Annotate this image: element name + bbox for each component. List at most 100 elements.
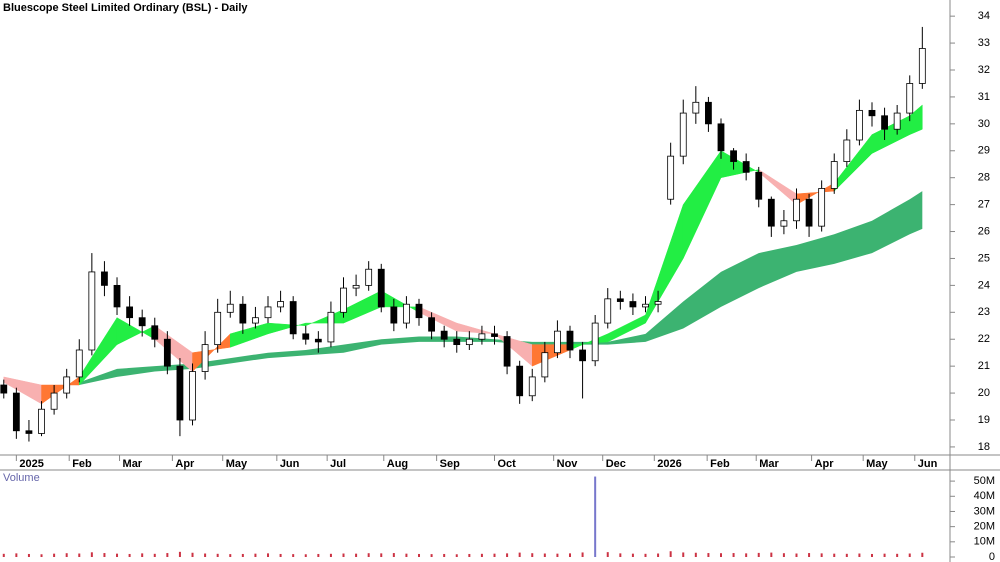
volume-bar <box>644 553 647 557</box>
candle-body <box>75 349 83 378</box>
candle-body <box>554 330 561 354</box>
volume-bar <box>342 553 345 557</box>
candle-body <box>692 101 700 114</box>
x-tick-label: Apr <box>815 458 835 470</box>
candle-body <box>440 330 448 340</box>
candle-body <box>667 155 675 200</box>
candle-body <box>868 109 876 117</box>
y-tick-label: 19 <box>978 414 990 426</box>
y-tick-label: 28 <box>978 172 990 184</box>
volume-bar <box>116 553 119 557</box>
volume-bar <box>90 552 93 557</box>
candle-body <box>289 301 297 335</box>
y-tick-label: 18 <box>978 441 990 453</box>
x-tick-label: Feb <box>710 458 730 470</box>
candle-body <box>742 161 750 173</box>
candle-body <box>465 338 473 346</box>
volume-bar <box>27 553 30 557</box>
x-tick-label: May <box>866 458 888 470</box>
candle-body <box>239 303 247 324</box>
candle-body <box>101 271 108 286</box>
candle-body <box>63 376 71 394</box>
chart-title: Bluescope Steel Limited Ordinary (BSL) -… <box>3 2 248 14</box>
candle-body <box>25 430 33 434</box>
y-tick-label: 32 <box>978 64 990 76</box>
candle-body <box>616 298 624 302</box>
volume-title: Volume <box>3 472 40 484</box>
y-tick-label: 31 <box>978 91 990 103</box>
candle-body <box>654 301 662 305</box>
candle-body <box>302 333 310 340</box>
volume-bar <box>430 554 433 557</box>
candle-body <box>327 311 335 343</box>
volume-bar <box>2 553 5 557</box>
volume-bar <box>845 553 848 557</box>
volume-bar <box>543 553 546 557</box>
candle-body <box>793 198 800 222</box>
y-tick-label: 21 <box>978 360 990 372</box>
volume-bar <box>594 476 597 557</box>
volume-bar <box>367 553 370 557</box>
volume-bar <box>795 553 798 557</box>
y-tick-label: 30 <box>978 118 990 130</box>
y-tick-label: 29 <box>978 145 990 157</box>
x-tick-label: Aug <box>387 458 408 470</box>
candle-body <box>340 287 347 313</box>
volume-bar <box>15 553 18 557</box>
candle-body <box>767 198 775 227</box>
candle-body <box>12 392 20 432</box>
volume-bar <box>53 553 56 557</box>
volume-bar <box>506 553 509 557</box>
volume-bar <box>392 553 395 557</box>
volume-bar <box>719 553 722 557</box>
candle-body <box>881 115 888 130</box>
candle-body <box>214 311 222 346</box>
volume-bar <box>40 554 43 557</box>
volume-bar <box>443 553 446 557</box>
candle-body <box>780 220 788 227</box>
candle-body <box>377 268 385 308</box>
candle-body <box>314 338 322 343</box>
candle-body <box>163 338 171 367</box>
volume-bar <box>770 552 773 557</box>
candle-body <box>579 349 586 362</box>
volume-bar <box>267 553 270 557</box>
candle-body <box>642 303 649 308</box>
volume-bar <box>204 553 207 557</box>
volume-bar <box>870 553 873 557</box>
candle-body <box>591 322 599 362</box>
volume-bar <box>455 554 458 557</box>
volume-bar <box>820 553 823 557</box>
y-tick-label: 10M <box>974 536 995 548</box>
short-ribbon <box>909 104 923 135</box>
candle-body <box>679 112 687 157</box>
candle-body <box>830 161 838 189</box>
candle-body <box>705 101 712 125</box>
volume-bar <box>732 553 735 557</box>
candle-body <box>528 376 536 397</box>
volume-bar <box>606 552 609 557</box>
candle-body <box>126 306 134 319</box>
x-tick-label: 2025 <box>19 458 43 470</box>
x-tick-label: Nov <box>557 458 579 470</box>
candle-body <box>478 333 486 340</box>
candle-body <box>491 333 498 337</box>
candle-body <box>252 317 259 324</box>
volume-bar <box>896 553 899 557</box>
candle-body <box>843 139 851 162</box>
candle-body <box>906 83 914 114</box>
candle-body <box>415 303 423 319</box>
candle-body <box>805 198 813 227</box>
volume-bar <box>581 552 584 557</box>
volume-bar <box>531 553 534 557</box>
volume-bar <box>858 553 861 557</box>
volume-bar <box>757 552 760 557</box>
long-ribbon <box>79 191 923 385</box>
x-tick-label: Jul <box>330 458 346 470</box>
x-tick-label: May <box>226 458 248 470</box>
candle-body <box>176 365 184 421</box>
y-tick-label: 26 <box>978 225 990 237</box>
x-tick-label: Mar <box>123 458 143 470</box>
volume-bar <box>304 554 307 557</box>
